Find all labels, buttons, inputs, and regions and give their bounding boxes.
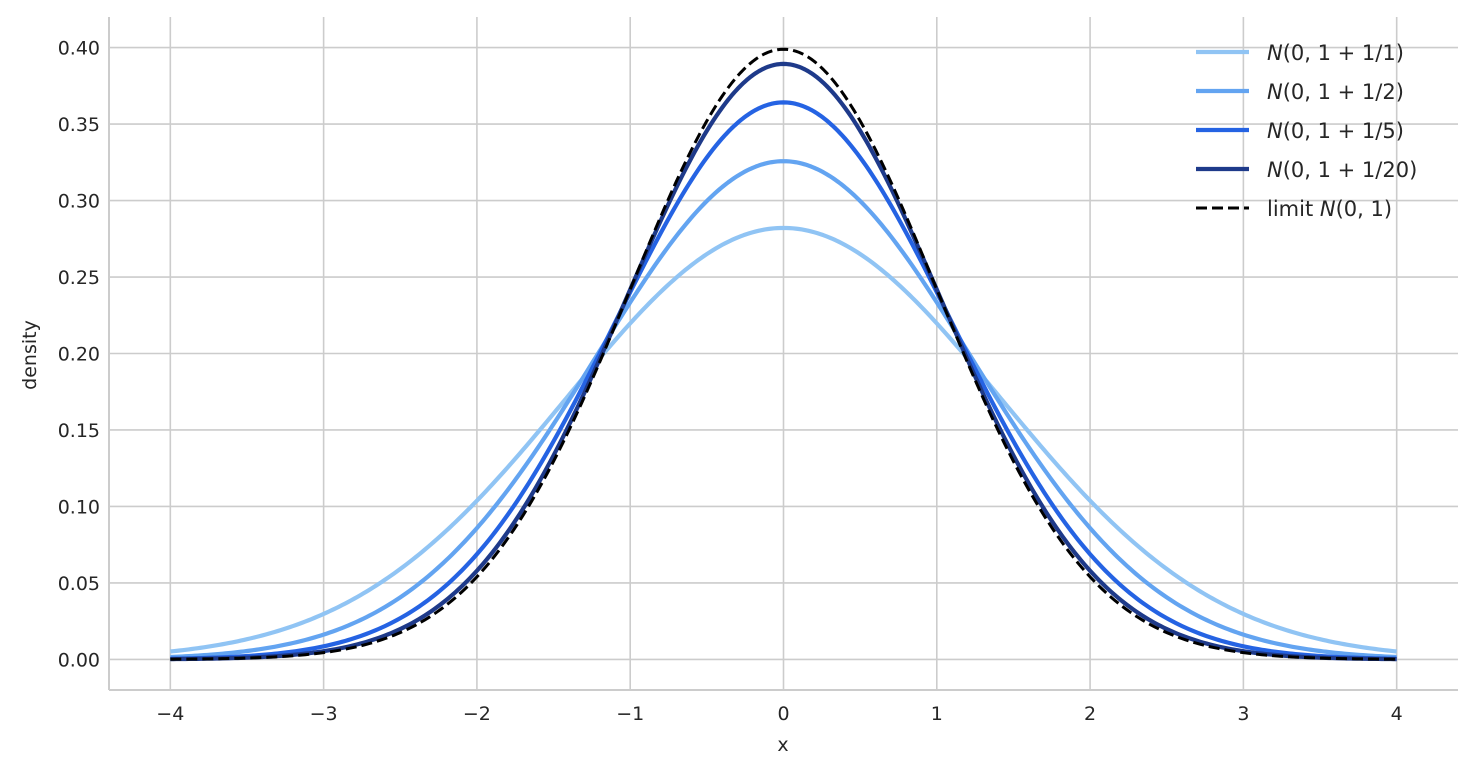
legend: N(0, 1 + 1/1) N(0, 1 + 1/2) N(0, 1 + 1/5) N… [1196, 41, 1417, 221]
series-line-2 [170, 159, 1397, 660]
legend-label: limit N(0, 1) [1267, 197, 1392, 221]
y-tick-label: 0.05 [58, 573, 100, 595]
legend-label: N(0, 1 + 1/1) [1267, 41, 1404, 65]
x-tick-label: −2 [463, 703, 491, 725]
y-tick-label: 0.25 [58, 267, 100, 289]
y-tick-label: 0.30 [58, 191, 100, 213]
series-line-1 [170, 225, 1397, 654]
series-line-4 [170, 61, 1397, 662]
x-tick-label: 0 [777, 703, 789, 725]
y-tick-label: 0.20 [58, 344, 100, 366]
x-tick-label: 1 [931, 703, 943, 725]
x-tick-label: −4 [156, 703, 184, 725]
x-tick-labels: −4 −3 −2 −1 0 1 2 3 4 [156, 703, 1402, 725]
legend-label: N(0, 1 + 1/20) [1267, 158, 1417, 182]
y-tick-label: 0.40 [58, 38, 100, 60]
series-line-3 [170, 100, 1397, 661]
y-axis-label: density [19, 320, 41, 390]
y-tick-label: 0.10 [58, 496, 100, 518]
y-gridlines [109, 46, 1458, 661]
legend-label: N(0, 1 + 1/5) [1267, 119, 1404, 143]
x-tick-label: 2 [1084, 703, 1096, 725]
x-tick-label: 3 [1237, 703, 1249, 725]
y-tick-label: 0.15 [58, 420, 100, 442]
y-tick-label: 0.35 [58, 114, 100, 136]
x-axis-label: x [777, 734, 788, 756]
y-tick-labels: 0.00 0.05 0.10 0.15 0.20 0.25 0.30 0.35 0.40 [58, 38, 100, 672]
series-lines [170, 47, 1397, 662]
x-tick-label: −3 [310, 703, 338, 725]
x-tick-label: 4 [1391, 703, 1403, 725]
x-tick-label: −1 [616, 703, 644, 725]
y-tick-label: 0.00 [58, 649, 100, 671]
series-line-5 [170, 47, 1397, 661]
legend-label: N(0, 1 + 1/2) [1267, 80, 1404, 104]
